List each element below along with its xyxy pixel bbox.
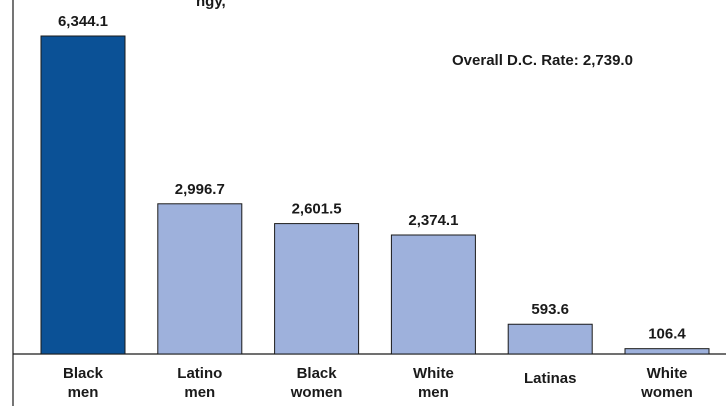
category-label-line: men [68, 384, 99, 401]
category-label-latinas: Latinas [524, 370, 577, 387]
category-label-line: men [184, 384, 215, 401]
bar-white-men [390, 234, 476, 355]
category-label-line: Black [63, 365, 104, 382]
value-labels-group: 6,344.1 2,996.7 2,601.5 2,374.1 593.6 106.4 [58, 13, 686, 343]
category-label-line: Latinas [524, 370, 577, 387]
category-label-latino-men: Latino men [177, 365, 222, 401]
bar-latino-men [157, 203, 243, 355]
chart-title: ngy, [196, 0, 226, 10]
category-label-line: Latino [177, 365, 222, 382]
category-label-line: Black [297, 365, 338, 382]
bar-white-women [624, 348, 710, 355]
value-label-black-women: 2,601.5 [292, 201, 342, 218]
category-label-line: women [290, 384, 343, 401]
category-label-white-men: White men [413, 365, 454, 401]
category-label-white-women: White women [640, 365, 693, 401]
value-label-latino-men: 2,996.7 [175, 181, 225, 198]
bars-group [40, 35, 710, 355]
value-label-white-women: 106.4 [648, 326, 686, 343]
bar-latinas [507, 323, 593, 355]
value-label-black-men: 6,344.1 [58, 13, 108, 30]
category-label-line: women [640, 384, 693, 401]
value-label-white-men: 2,374.1 [408, 212, 458, 229]
category-label-line: men [418, 384, 449, 401]
value-label-latinas: 593.6 [531, 301, 569, 318]
bar-black-women [274, 223, 360, 355]
category-label-black-women: Black women [290, 365, 343, 401]
category-label-black-men: Black men [63, 365, 104, 401]
category-label-line: White [647, 365, 688, 382]
bar-black-men [40, 35, 126, 355]
overall-rate-annotation: Overall D.C. Rate: 2,739.0 [452, 52, 633, 69]
category-label-line: White [413, 365, 454, 382]
